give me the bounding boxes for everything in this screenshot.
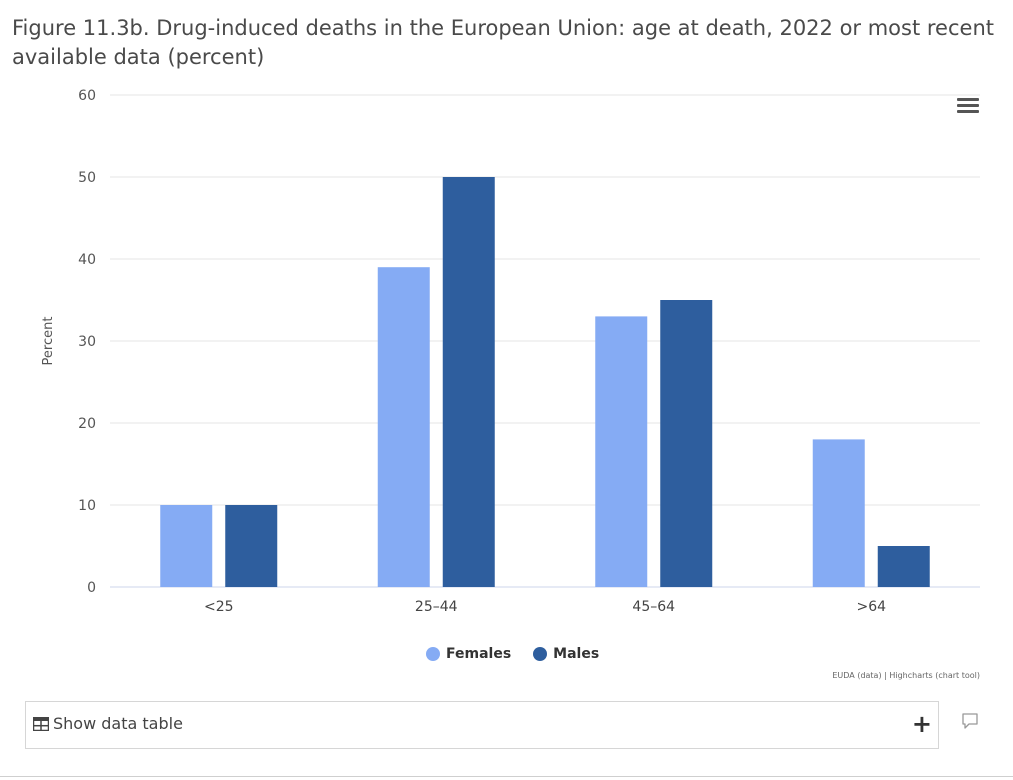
x-tick-label: 25–44 [415,599,458,615]
legend-label-males: Males [553,646,600,662]
bars [160,177,930,587]
y-tick-label: 30 [78,334,96,350]
show-data-table-toggle[interactable]: Show data table + [25,701,939,749]
bar-females-3[interactable] [812,439,865,587]
y-tick-label: 40 [78,252,96,268]
bar-females-0[interactable] [160,505,213,587]
divider [0,776,1013,777]
x-tick-label: <25 [204,599,234,615]
show-data-table-label: Show data table [53,714,183,733]
legend-item-females[interactable]: Females [426,646,511,662]
bar-males-0[interactable] [225,505,278,587]
bar-females-2[interactable] [595,316,648,587]
y-axis-label: Percent [41,317,56,366]
y-tick-label: 20 [78,416,96,432]
y-axis-ticks: 0 10 20 30 40 50 60 [78,88,96,596]
legend-label-females: Females [446,646,512,662]
x-axis-ticks: <25 25–44 45–64 >64 [204,599,886,615]
legend-item-males[interactable]: Males [533,646,599,662]
y-tick-label: 0 [87,580,96,596]
y-tick-label: 50 [78,170,96,186]
legend-dot-females [426,647,440,661]
bar-males-1[interactable] [442,177,495,587]
bar-females-1[interactable] [377,267,430,587]
comment-icon[interactable] [961,712,979,730]
legend-dot-males [533,647,548,661]
bar-males-2[interactable] [660,300,713,587]
table-icon [33,717,49,731]
chart-title: Figure 11.3b. Drug-induced deaths in the… [12,16,994,69]
chart-credits[interactable]: EUDA (data) | Highcharts (chart tool) [832,671,980,680]
expand-plus-icon[interactable]: + [911,710,932,738]
legend: Females Males [426,646,599,662]
y-tick-label: 10 [78,498,96,514]
x-tick-label: 45–64 [632,599,675,615]
y-tick-label: 60 [78,88,96,104]
bar-chart: 0 10 20 30 40 50 60 <25 25–44 45–64 >64 Percent [41,88,980,615]
x-tick-label: >64 [856,599,886,615]
chart-menu-icon[interactable] [957,98,979,116]
bar-males-3[interactable] [877,546,930,587]
